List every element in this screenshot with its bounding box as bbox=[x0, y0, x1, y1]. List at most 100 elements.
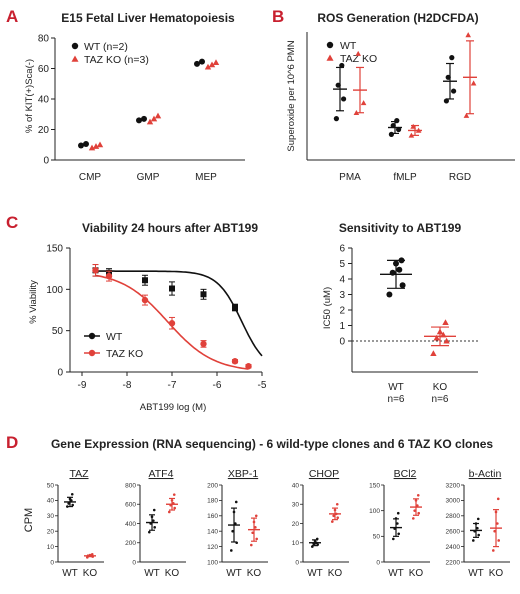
panel-c-xtick-label: -6 bbox=[213, 380, 222, 391]
panel-d-chop-ko-point bbox=[333, 508, 337, 512]
panel-c2-ytick-label: 0 bbox=[339, 337, 345, 348]
panel-d-bactin-xtick-wt: WT bbox=[468, 568, 484, 579]
panel-d-bcl2-xtick-ko: KO bbox=[409, 568, 424, 579]
panel-b-xtick-label: PMA bbox=[339, 172, 361, 183]
panel-b-wt-point bbox=[388, 131, 394, 137]
panel-d-taz-ytick-label: 20 bbox=[47, 529, 55, 536]
panel-c2-ytick-label: 1 bbox=[339, 321, 345, 332]
panel-d-taz-ytick-label: 0 bbox=[50, 559, 54, 566]
panel-d-bcl2-ko-point bbox=[413, 509, 416, 512]
panel-d-taz-wt-point bbox=[70, 492, 74, 496]
panel-d-chop-ytick-label: 30 bbox=[292, 502, 300, 509]
panel-c2-wt-point bbox=[393, 260, 399, 267]
panel-letter-b: B bbox=[272, 7, 284, 26]
panel-d-bactin-wt-point bbox=[476, 517, 480, 521]
panel-b-wt-point bbox=[449, 55, 455, 61]
panel-d-bcl2-wt-point bbox=[397, 532, 401, 536]
panel-a-wt-point bbox=[194, 60, 200, 67]
panel-c-ko-point bbox=[105, 272, 113, 280]
panel-d-bactin-wt-point bbox=[473, 529, 476, 533]
panel-b-ko-point bbox=[353, 109, 360, 115]
panel-letter-c: C bbox=[6, 213, 18, 232]
panel-d-bcl2-ko-point bbox=[416, 493, 420, 497]
panel-b-wt-point bbox=[443, 98, 449, 104]
panel-d-bcl2-ko-point bbox=[412, 517, 415, 520]
panel-c-ko-point bbox=[245, 363, 252, 370]
panel-d-xbp1-xtick-ko: KO bbox=[247, 568, 262, 579]
panel-d-chop-ko-point bbox=[335, 502, 339, 506]
panel-d-taz-ytick-label: 40 bbox=[47, 498, 55, 505]
panel-d-bcl2-ytick-label: 150 bbox=[369, 482, 380, 489]
panel-d-atf4-ytick-label: 800 bbox=[125, 482, 136, 489]
panel-d-atf4-ko-point bbox=[168, 510, 171, 514]
panel-d-taz-ko-point bbox=[88, 553, 92, 557]
panel-c-legend-ko-marker bbox=[88, 349, 96, 357]
panel-d-atf4-ytick-label: 200 bbox=[125, 540, 136, 547]
panel-c-title: Viability 24 hours after ABT199 bbox=[82, 221, 258, 235]
panel-c-wt-point bbox=[232, 304, 238, 311]
panel-d-chop-ko-point bbox=[332, 514, 335, 518]
panel-d-atf4-ko-point bbox=[172, 501, 175, 505]
panel-d-atf4-xtick-ko: KO bbox=[165, 568, 180, 579]
panel-c2-wt-point bbox=[396, 266, 403, 273]
panel-d-chop-wt-point bbox=[315, 537, 319, 541]
panel-a-ytick-label: 0 bbox=[43, 156, 49, 167]
panel-a-ko-point bbox=[92, 143, 100, 149]
panel-a-legend-ko-marker bbox=[71, 55, 79, 62]
panel-d-atf4-title: ATF4 bbox=[149, 468, 174, 480]
panel-d-bactin-ytick-label: 2600 bbox=[446, 529, 461, 536]
panel-c2-wt-point bbox=[389, 269, 396, 276]
panel-d-bcl2-title: BCl2 bbox=[394, 468, 417, 480]
panel-a-title: E15 Fetal Liver Hematopoiesis bbox=[61, 11, 235, 25]
panel-c2-wt-point bbox=[399, 282, 406, 289]
panel-c-wt-point bbox=[169, 285, 175, 292]
panel-d-taz-ytick-label: 50 bbox=[47, 482, 55, 489]
panel-c2-ko-point bbox=[436, 328, 444, 335]
panel-d-taz-wt-point bbox=[67, 502, 70, 505]
panel-d-bcl2-wt-point bbox=[396, 511, 400, 515]
panel-c-ylabel: % Viability bbox=[28, 280, 39, 324]
panel-c-ko-point bbox=[141, 296, 149, 304]
panel-d-taz-xtick-wt: WT bbox=[62, 568, 78, 579]
panel-c2-ytick-label: 4 bbox=[339, 275, 345, 286]
panel-c2-wt-point bbox=[386, 291, 393, 298]
panel-c-legend-wt-marker bbox=[88, 332, 96, 340]
panel-d-atf4-wt-point bbox=[150, 515, 154, 519]
panel-b-title: ROS Generation (H2DCFDA) bbox=[317, 11, 478, 25]
panel-a-ko-point bbox=[212, 59, 220, 65]
panel-c-xtick-label: -7 bbox=[168, 380, 177, 391]
panel-d-chop-wt-point bbox=[316, 543, 320, 546]
panel-c2-ko-point bbox=[440, 331, 447, 338]
panel-c-ko-point bbox=[92, 267, 99, 274]
panel-d-xbp1-ko-point bbox=[250, 543, 253, 547]
panel-d-atf4-ko-point bbox=[169, 503, 172, 507]
panel-d-atf4-wt-point bbox=[149, 522, 152, 525]
panel-d-bcl2-wt-point bbox=[393, 527, 396, 530]
panel-d-title: Gene Expression (RNA sequencing) - 6 wil… bbox=[51, 437, 493, 451]
panel-d-bactin-ko-point bbox=[494, 510, 498, 514]
panel-d-chop-ko-point bbox=[336, 516, 340, 520]
panel-d-chop-title: CHOP bbox=[309, 468, 339, 480]
panel-a-ytick-label: 20 bbox=[38, 125, 50, 136]
panel-d-xbp1-wt-point bbox=[235, 541, 238, 545]
panel-a-ylabel: % of KIT(+)Sca(-) bbox=[24, 59, 35, 133]
panel-b-wt-point bbox=[390, 122, 396, 129]
panel-d-taz-ytick-label: 10 bbox=[47, 544, 55, 551]
panel-d-chop-ytick-label: 10 bbox=[292, 540, 300, 547]
panel-b-wt-point bbox=[396, 126, 402, 133]
panel-c2-wt-label: WT bbox=[388, 382, 404, 393]
panel-b-wt-point bbox=[335, 82, 341, 88]
panel-d-bcl2-ytick-label: 100 bbox=[369, 508, 380, 515]
panel-b-wt-point bbox=[333, 116, 339, 122]
panel-c2-ytick-label: 6 bbox=[339, 244, 345, 255]
panel-c-xlabel: ABT199 log (M) bbox=[140, 402, 207, 413]
panel-d-bactin-ytick-label: 2200 bbox=[446, 559, 461, 566]
panel-d-bactin-ytick-label: 2400 bbox=[446, 544, 461, 551]
panel-a-legend-wt: WT (n=2) bbox=[84, 41, 128, 53]
panel-d-bactin-ko-point bbox=[496, 497, 500, 501]
panel-d-bactin-title: b-Actin bbox=[469, 468, 502, 480]
panel-d-bactin-ko-point bbox=[493, 529, 496, 533]
panel-b-ko-point bbox=[470, 80, 477, 86]
panel-d-xbp1-wt-point bbox=[231, 529, 234, 533]
